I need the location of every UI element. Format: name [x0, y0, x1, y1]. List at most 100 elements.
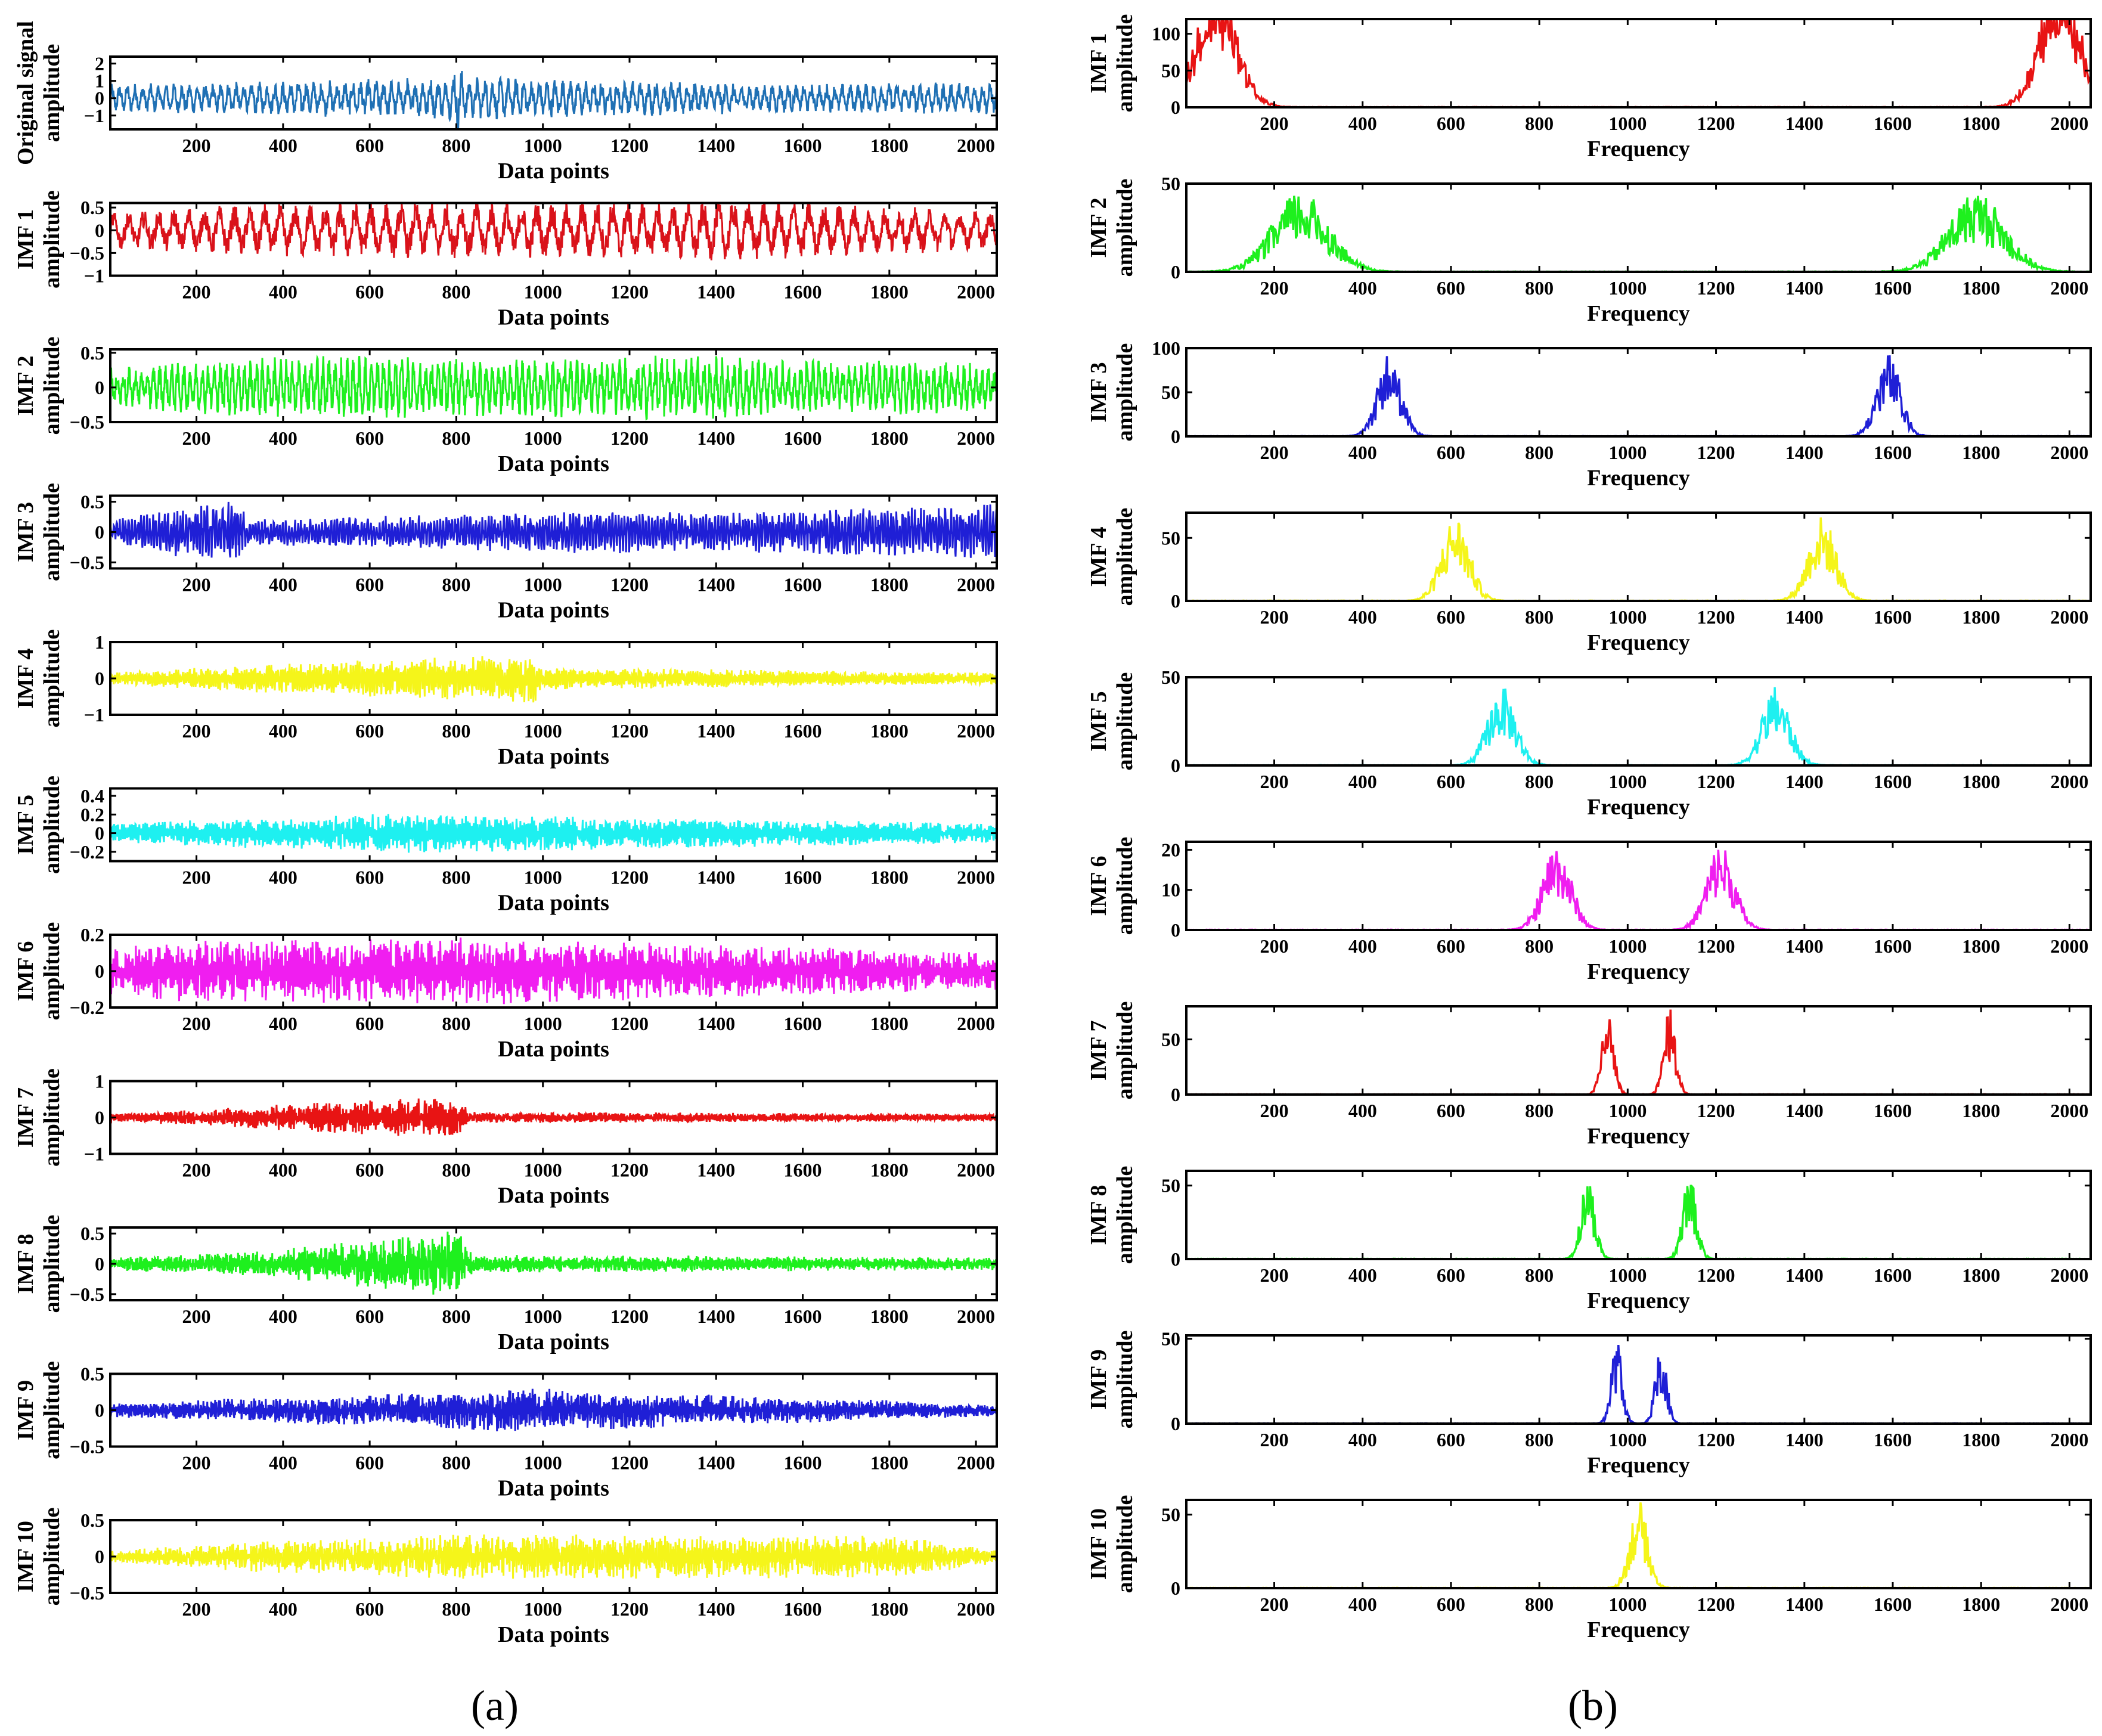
y-tick-label: −0.2 — [70, 841, 104, 863]
x-tick-label: 400 — [1348, 277, 1377, 299]
x-tick-label: 1400 — [697, 1306, 735, 1327]
y-axis-label-line: IMF 7 — [1086, 1021, 1111, 1081]
y-tick-label: 2 — [95, 53, 104, 75]
y-tick-label: 0.5 — [80, 1509, 104, 1531]
plot-frame — [1185, 512, 2092, 602]
x-tick-label: 1200 — [610, 1452, 649, 1474]
x-tick-label: 1000 — [524, 427, 562, 449]
y-axis-label-line: amplitude — [1112, 1166, 1137, 1264]
y-tick-label: 0 — [1171, 1577, 1180, 1599]
x-tick-label: 1800 — [1962, 277, 2000, 299]
series-line — [110, 814, 997, 853]
x-tick-label: 1200 — [1697, 606, 1735, 628]
x-tick-label: 1200 — [1697, 1100, 1735, 1121]
x-tick-label: 1400 — [697, 135, 735, 156]
y-axis-label-line: IMF 4 — [1086, 527, 1111, 587]
x-tick-label: 1000 — [524, 574, 562, 596]
x-tick-label: 800 — [442, 135, 470, 156]
x-tick-label: 200 — [182, 427, 211, 449]
x-tick-label: 1800 — [870, 427, 909, 449]
y-tick-label: 50 — [1161, 1328, 1180, 1350]
x-tick-label: 200 — [1260, 606, 1288, 628]
x-tick-label: 1600 — [1874, 606, 1912, 628]
x-tick-label: 800 — [1525, 442, 1554, 463]
x-axis-label: Data points — [498, 159, 609, 184]
x-tick-label: 1800 — [1962, 1429, 2000, 1450]
x-tick-label: 2000 — [2050, 1264, 2088, 1286]
x-tick-label: 400 — [269, 1306, 297, 1327]
x-tick-label: 400 — [1348, 935, 1377, 957]
series-line — [1186, 850, 2091, 930]
chart-panel-a-2: 200 400 600 800 1000 1200 1400 1600 1800 2000 −1−0… — [13, 190, 998, 330]
y-axis-label-line: amplitude — [1112, 672, 1137, 771]
x-axis-label: Data points — [498, 891, 609, 916]
y-tick-label: 0 — [1171, 1413, 1180, 1434]
y-tick-label: 50 — [1161, 173, 1180, 194]
x-axis-label: Frequency — [1587, 1124, 1689, 1149]
plot-frame — [1185, 347, 2092, 438]
chart-panel-b-4: 200 400 600 800 1000 1200 1400 1600 1800 2000 0 50 F… — [1086, 508, 2092, 655]
x-tick-label: 2000 — [957, 574, 995, 596]
x-axis-label: Data points — [498, 1037, 609, 1062]
series-line — [110, 1098, 997, 1136]
y-tick-label: 0 — [1171, 1248, 1180, 1270]
series-line — [1186, 1009, 2091, 1095]
y-tick-label: 50 — [1161, 1175, 1180, 1196]
y-axis-label-line: amplitude — [39, 1508, 64, 1606]
y-axis-label: IMF 1amplitude — [13, 190, 64, 289]
x-tick-label: 600 — [355, 427, 384, 449]
y-axis-label: IMF 6amplitude — [1086, 837, 1137, 935]
x-axis-label: Data points — [498, 451, 609, 476]
y-tick-label: 0 — [95, 1107, 104, 1129]
x-tick-label: 800 — [1525, 606, 1554, 628]
x-tick-label: 1600 — [784, 574, 822, 596]
x-tick-label: 400 — [1348, 113, 1377, 134]
x-tick-label: 200 — [182, 1306, 211, 1327]
y-axis-label-line: amplitude — [1112, 179, 1137, 277]
x-tick-label: 600 — [1437, 113, 1465, 134]
y-tick-label: 50 — [1161, 1029, 1180, 1050]
x-tick-label: 400 — [1348, 1594, 1377, 1615]
x-axis-label: Frequency — [1587, 301, 1689, 326]
chart-panel-a-3: 200 400 600 800 1000 1200 1400 1600 1800 2000 −0.5… — [13, 337, 998, 476]
y-tick-label: 0 — [1171, 590, 1180, 612]
x-tick-label: 600 — [355, 1598, 384, 1620]
series-line — [110, 1388, 997, 1431]
x-tick-label: 400 — [1348, 771, 1377, 792]
x-tick-label: 1600 — [1874, 771, 1912, 792]
x-tick-label: 1000 — [1608, 1594, 1647, 1615]
y-tick-label: 0 — [1171, 261, 1180, 283]
y-axis-label-line: amplitude — [39, 1068, 64, 1167]
x-tick-label: 1000 — [524, 1452, 562, 1474]
plot-frame — [109, 202, 998, 277]
series-line — [1186, 196, 2091, 272]
y-tick-label: 100 — [1152, 23, 1180, 45]
x-tick-label: 600 — [355, 1160, 384, 1181]
x-tick-label: 200 — [182, 1598, 211, 1620]
y-axis-label-line: IMF 5 — [13, 795, 38, 855]
y-tick-label: −1 — [84, 265, 104, 287]
x-tick-label: 1000 — [524, 867, 562, 888]
y-tick-label: 0 — [95, 668, 104, 689]
x-tick-label: 1600 — [1874, 1429, 1912, 1450]
x-tick-label: 1800 — [1962, 935, 2000, 957]
x-tick-label: 1600 — [1874, 1100, 1912, 1121]
y-axis-label-line: IMF 9 — [1086, 1350, 1111, 1410]
chart-panel-a-4: 200 400 600 800 1000 1200 1400 1600 1800 2000 −0.5… — [13, 483, 998, 623]
y-tick-label: −0.5 — [70, 1284, 104, 1305]
x-tick-label: 800 — [442, 427, 470, 449]
y-axis-label-line: IMF 8 — [1086, 1185, 1111, 1245]
x-tick-label: 1400 — [697, 1013, 735, 1034]
plot-frame — [1185, 1334, 2092, 1425]
y-axis-label-line: amplitude — [39, 483, 64, 581]
x-tick-label: 800 — [1525, 771, 1554, 792]
x-axis-label: Frequency — [1587, 1617, 1689, 1642]
x-tick-label: 1800 — [870, 135, 909, 156]
chart-panel-a-5: 200 400 600 800 1000 1200 1400 1600 1800 2000 −1 0 1… — [13, 630, 998, 769]
x-tick-label: 1400 — [1785, 442, 1824, 463]
y-tick-label: 0 — [95, 1400, 104, 1421]
x-tick-label: 1200 — [610, 135, 649, 156]
x-tick-label: 600 — [355, 574, 384, 596]
y-tick-label: 0 — [95, 1546, 104, 1567]
y-axis-label-line: IMF 6 — [13, 941, 38, 1002]
